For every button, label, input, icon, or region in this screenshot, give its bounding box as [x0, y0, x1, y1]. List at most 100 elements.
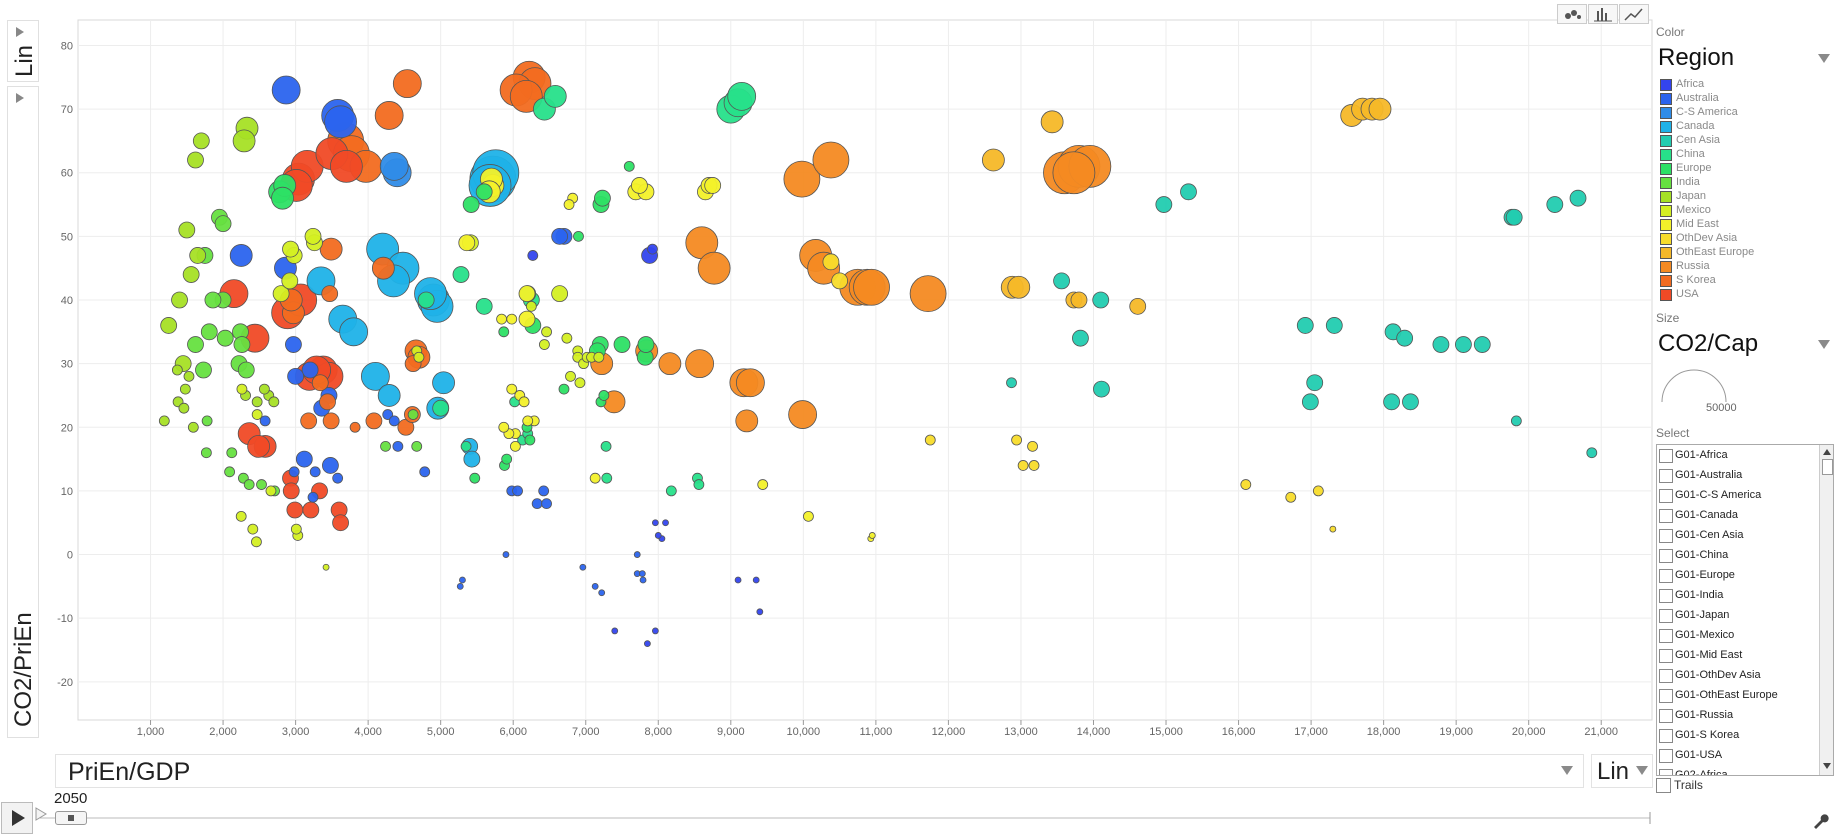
bubble-europe[interactable]	[524, 434, 536, 446]
bubble-mexico[interactable]	[265, 485, 277, 497]
bubble-india[interactable]	[187, 336, 204, 353]
bubble-mexico[interactable]	[413, 351, 425, 363]
bubble-s-korea[interactable]	[371, 256, 395, 280]
size-dropdown[interactable]: CO2/Cap	[1656, 328, 1832, 360]
select-checkbox[interactable]	[1659, 769, 1673, 775]
bubble-mexico[interactable]	[281, 272, 299, 290]
bubble-s-korea[interactable]	[300, 412, 318, 430]
bubble-europe[interactable]	[613, 336, 631, 353]
bubble-australia[interactable]	[633, 551, 641, 558]
bubble-cen-asia[interactable]	[1093, 380, 1110, 398]
bubble-usa[interactable]	[332, 514, 349, 532]
bubble-europe[interactable]	[475, 183, 493, 201]
bubble-otheast-europe[interactable]	[1129, 297, 1147, 315]
bubble-mexico[interactable]	[565, 370, 576, 382]
bubbles[interactable]	[158, 60, 1598, 648]
bubble-cen-asia[interactable]	[1301, 393, 1319, 411]
bubble-russia[interactable]	[735, 368, 765, 398]
bubble-mexico[interactable]	[236, 383, 248, 395]
bubble-europe[interactable]	[498, 326, 510, 338]
x-axis-selector[interactable]: PriEn/GDP	[55, 754, 1584, 788]
bubble-india[interactable]	[224, 466, 235, 478]
bubble-africa[interactable]	[527, 250, 539, 261]
bubble-japan[interactable]	[268, 396, 280, 408]
select-checkbox[interactable]	[1659, 589, 1673, 603]
bubble-africa[interactable]	[752, 576, 760, 584]
select-list[interactable]: G01-Africa G01-Australia G01-C-S America G0…	[1656, 444, 1834, 776]
bubble-mid-east[interactable]	[506, 313, 518, 325]
bubble-australia[interactable]	[229, 244, 253, 267]
bubble-s-korea[interactable]	[349, 421, 361, 433]
bubble-mexico[interactable]	[251, 409, 263, 420]
select-checkbox[interactable]	[1659, 649, 1673, 663]
bubble-europe[interactable]	[469, 472, 481, 484]
bubble-cen-asia[interactable]	[1510, 415, 1522, 427]
bubble-africa[interactable]	[651, 519, 659, 527]
bubble-cen-asia[interactable]	[1396, 329, 1414, 347]
bubble-cen-asia[interactable]	[1155, 196, 1173, 213]
bubble-s-korea[interactable]	[322, 412, 340, 430]
bubble-australia[interactable]	[287, 367, 305, 385]
bubble-europe[interactable]	[501, 453, 513, 465]
select-scroll-thumb[interactable]	[1822, 459, 1833, 475]
bubble-australia[interactable]	[332, 472, 344, 484]
bubble-cen-asia[interactable]	[1505, 208, 1523, 226]
bubble-japan[interactable]	[259, 383, 270, 395]
bubble-c-s-america[interactable]	[379, 151, 409, 181]
bubble-othdev-asia[interactable]	[1240, 479, 1252, 490]
bubble-india[interactable]	[216, 329, 234, 347]
select-scrollbar[interactable]	[1819, 445, 1833, 775]
bubble-europe[interactable]	[573, 230, 584, 242]
bubble-cen-asia[interactable]	[1180, 183, 1197, 201]
bubble-othdev-asia[interactable]	[1312, 485, 1324, 497]
bubble-russia[interactable]	[812, 141, 850, 179]
bubble-russia[interactable]	[1052, 151, 1096, 195]
speed-control[interactable]	[34, 806, 48, 822]
bubble-australia[interactable]	[322, 457, 339, 474]
bar-chart-button[interactable]	[1588, 4, 1618, 24]
bubble-japan[interactable]	[158, 415, 170, 427]
bubble-cen-asia[interactable]	[1432, 336, 1450, 353]
bubble-india[interactable]	[237, 361, 255, 379]
bubble-mexico[interactable]	[235, 510, 247, 522]
bubble-china[interactable]	[600, 440, 612, 452]
bubble-japan[interactable]	[171, 291, 188, 309]
bubble-japan[interactable]	[178, 402, 190, 414]
bubble-mid-east[interactable]	[868, 532, 876, 539]
select-checkbox[interactable]	[1659, 529, 1673, 543]
bubble-europe[interactable]	[623, 160, 635, 172]
bubble-mid-east[interactable]	[518, 396, 530, 408]
bubble-mid-east[interactable]	[458, 234, 476, 252]
bubble-canada[interactable]	[339, 317, 369, 347]
bubble-s-korea[interactable]	[392, 69, 422, 99]
bubble-cen-asia[interactable]	[1402, 393, 1419, 411]
bubble-japan[interactable]	[232, 129, 256, 153]
bubble-japan[interactable]	[189, 247, 207, 264]
bubble-othdev-asia[interactable]	[1027, 440, 1038, 452]
bubble-japan[interactable]	[178, 221, 196, 239]
bubble-india[interactable]	[256, 479, 267, 490]
bubble-australia[interactable]	[324, 105, 357, 139]
bubble-mexico[interactable]	[251, 536, 262, 548]
bubble-usa[interactable]	[302, 501, 320, 519]
bubble-cen-asia[interactable]	[1546, 196, 1564, 213]
bubble-s-korea[interactable]	[365, 412, 383, 430]
bubble-europe[interactable]	[462, 196, 480, 213]
bubble-china[interactable]	[417, 291, 435, 309]
bubble-cen-asia[interactable]	[1383, 393, 1401, 411]
bubble-australia[interactable]	[309, 466, 321, 478]
bubble-othdev-asia[interactable]	[1285, 491, 1297, 503]
bubble-cen-asia[interactable]	[1296, 317, 1314, 334]
bubble-china[interactable]	[460, 440, 472, 452]
bubble-russia[interactable]	[735, 409, 759, 433]
bubble-mid-east[interactable]	[563, 199, 575, 210]
bubble-mid-east[interactable]	[509, 440, 521, 452]
bubble-australia[interactable]	[591, 582, 599, 590]
line-chart-button[interactable]	[1619, 4, 1649, 24]
bubble-australia[interactable]	[301, 361, 319, 379]
bubble-mid-east[interactable]	[518, 285, 536, 303]
bubble-japan[interactable]	[160, 317, 178, 334]
bubble-mid-east[interactable]	[631, 177, 648, 194]
bubble-australia[interactable]	[392, 440, 404, 452]
bubble-china[interactable]	[452, 266, 470, 283]
